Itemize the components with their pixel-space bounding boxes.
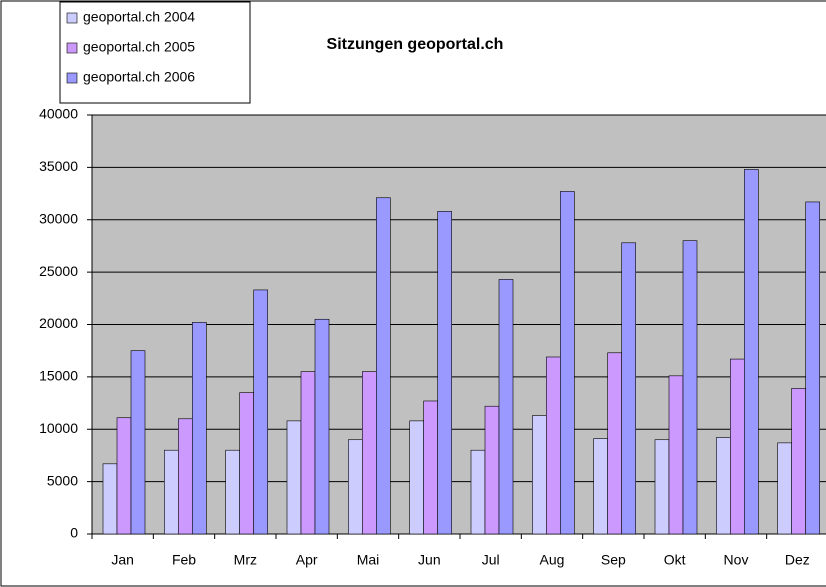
bar — [484, 405, 500, 535]
bar — [178, 418, 193, 535]
y-tick-label: 20000 — [39, 315, 78, 331]
bar — [409, 420, 424, 535]
x-tick-label: Mrz — [234, 552, 257, 568]
bar — [744, 169, 759, 535]
y-tick-label: 40000 — [39, 106, 78, 122]
bar — [164, 449, 179, 535]
legend-label: geoportal.ch 2005 — [83, 39, 195, 55]
bar — [286, 420, 302, 535]
bar — [239, 392, 254, 535]
legend-swatch — [66, 12, 78, 24]
bar — [225, 449, 240, 535]
legend-swatch — [66, 72, 78, 84]
x-tick-label: Nov — [724, 552, 749, 568]
bar — [314, 318, 330, 535]
bar — [423, 400, 438, 535]
y-tick-label: 35000 — [39, 158, 78, 174]
bar — [668, 375, 684, 535]
bar — [621, 242, 636, 535]
y-tick-label: 30000 — [39, 210, 78, 226]
bar — [546, 356, 561, 535]
bar — [348, 439, 363, 535]
bar — [682, 240, 698, 535]
bar — [362, 371, 377, 535]
bar — [805, 201, 820, 535]
y-tick-label: 0 — [70, 525, 78, 541]
legend — [59, 1, 251, 104]
bar — [560, 191, 575, 535]
x-tick-label: Mai — [357, 552, 380, 568]
bar — [300, 371, 316, 535]
x-tick-label: Jun — [418, 552, 441, 568]
x-tick-label: Jan — [111, 552, 134, 568]
chart-title: Sitzungen geoportal.ch — [327, 36, 504, 53]
bar — [130, 350, 146, 535]
bar — [498, 279, 514, 535]
bar — [777, 442, 792, 535]
bar — [532, 415, 547, 535]
legend-swatch — [66, 42, 78, 54]
bar — [607, 352, 622, 535]
bar — [102, 463, 118, 535]
bar — [116, 417, 132, 535]
bar — [791, 388, 806, 535]
bar — [470, 449, 486, 535]
bar — [654, 439, 670, 535]
x-tick-label: Apr — [296, 552, 318, 568]
bar — [593, 438, 608, 535]
bar — [192, 322, 207, 535]
y-tick-label: 25000 — [39, 263, 78, 279]
x-tick-label: Feb — [172, 552, 196, 568]
legend-label: geoportal.ch 2006 — [83, 69, 195, 85]
y-tick-label: 5000 — [47, 472, 78, 488]
y-tick-label: 15000 — [39, 368, 78, 384]
x-tick-label: Sep — [601, 552, 626, 568]
x-tick-label: Okt — [664, 552, 686, 568]
y-tick-label: 10000 — [39, 420, 78, 436]
bar — [253, 289, 268, 535]
x-tick-label: Aug — [540, 552, 565, 568]
legend-label: geoportal.ch 2004 — [83, 9, 195, 25]
bar — [437, 211, 452, 535]
x-tick-label: Jul — [482, 552, 500, 568]
bar — [730, 358, 745, 535]
bar — [376, 197, 391, 535]
x-tick-label: Dez — [785, 552, 810, 568]
bar — [716, 437, 731, 535]
